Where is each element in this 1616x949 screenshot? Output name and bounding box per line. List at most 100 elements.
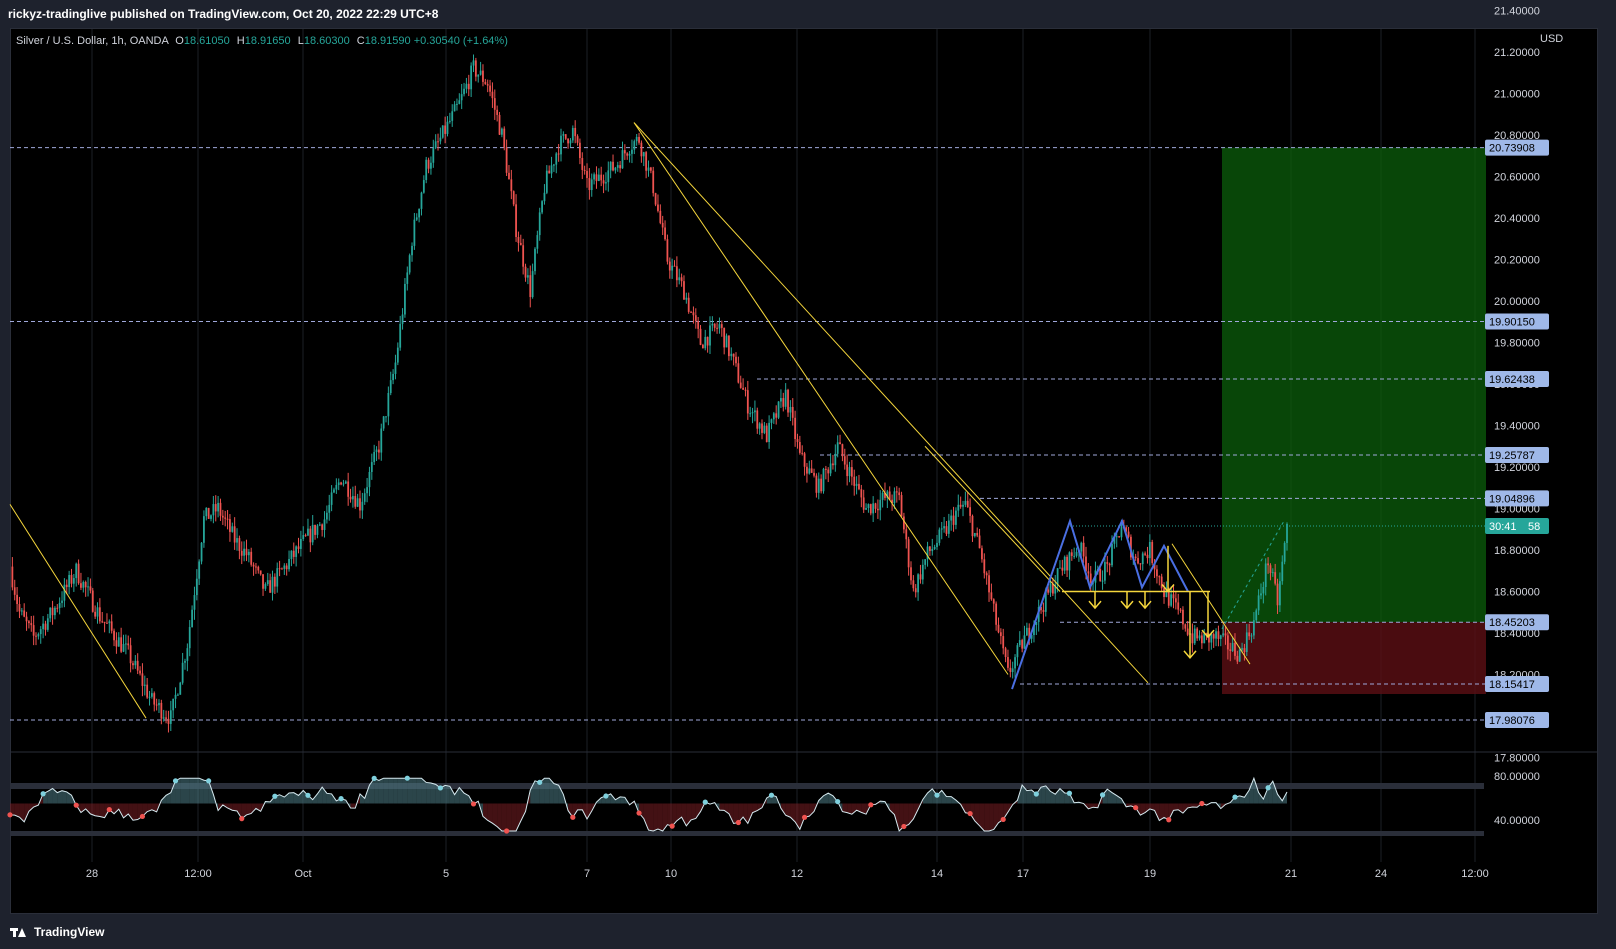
candle-body[interactable] (924, 559, 927, 565)
candle-body[interactable] (98, 607, 101, 622)
candle-body[interactable] (378, 449, 380, 453)
candle-body[interactable] (342, 483, 345, 485)
candle-body[interactable] (193, 595, 196, 610)
candle-body[interactable] (964, 500, 967, 505)
candle-body[interactable] (590, 179, 593, 191)
candle-body[interactable] (1257, 595, 1260, 611)
candle-body[interactable] (219, 502, 222, 516)
candle-body[interactable] (288, 558, 290, 570)
candle-body[interactable] (63, 584, 66, 601)
candle-body[interactable] (614, 167, 617, 171)
candle-body[interactable] (853, 476, 856, 486)
candle-body[interactable] (368, 471, 371, 488)
candle-body[interactable] (772, 413, 775, 420)
candle-body[interactable] (1236, 655, 1239, 662)
candle-body[interactable] (160, 702, 163, 719)
candle-body[interactable] (645, 152, 648, 171)
candle-body[interactable] (574, 127, 577, 137)
candle-body[interactable] (810, 468, 813, 473)
candle-body[interactable] (985, 573, 988, 576)
candle-body[interactable] (931, 548, 934, 552)
candle-body[interactable] (56, 607, 59, 609)
candle-body[interactable] (933, 546, 936, 549)
candle-body[interactable] (113, 630, 115, 641)
candle-body[interactable] (162, 717, 165, 719)
candle-body[interactable] (1241, 648, 1243, 650)
candle-body[interactable] (401, 314, 404, 324)
price-level-tag[interactable] (1485, 139, 1549, 156)
candle-body[interactable] (392, 373, 394, 381)
candle-body[interactable] (787, 389, 789, 413)
candle-body[interactable] (217, 502, 220, 512)
candle-body[interactable] (955, 510, 957, 525)
candle-body[interactable] (874, 503, 877, 509)
candle-body[interactable] (1125, 527, 1128, 532)
candle-body[interactable] (824, 468, 827, 470)
candle-body[interactable] (536, 235, 539, 249)
candle-body[interactable] (737, 363, 740, 383)
candle-body[interactable] (770, 419, 773, 423)
candle-body[interactable] (247, 551, 250, 556)
candle-body[interactable] (543, 192, 546, 202)
candle-body[interactable] (794, 417, 797, 440)
candle-body[interactable] (411, 245, 413, 256)
current-price-tag[interactable] (1485, 517, 1549, 534)
candle-body[interactable] (120, 637, 123, 652)
candle-body[interactable] (720, 324, 723, 328)
candle-body[interactable] (609, 161, 612, 171)
candle-body[interactable] (292, 550, 295, 557)
candle-body[interactable] (257, 566, 260, 571)
candle-body[interactable] (973, 533, 976, 537)
candle-body[interactable] (418, 208, 421, 218)
trend-line[interactable] (924, 445, 1061, 592)
price-level-tag[interactable] (1485, 313, 1549, 330)
candle-body[interactable] (1023, 635, 1026, 649)
candle-body[interactable] (1141, 553, 1144, 565)
candle-body[interactable] (89, 586, 92, 591)
candle-body[interactable] (441, 125, 444, 138)
candle-body[interactable] (1248, 632, 1251, 637)
candle-body[interactable] (1191, 633, 1194, 644)
candle-body[interactable] (262, 574, 264, 589)
candle-body[interactable] (685, 297, 688, 300)
candle-body[interactable] (1172, 594, 1175, 599)
candle-body[interactable] (619, 165, 622, 169)
price-level-tag[interactable] (1485, 370, 1549, 387)
candle-body[interactable] (706, 336, 709, 346)
candle-body[interactable] (406, 272, 409, 284)
candle-body[interactable] (749, 413, 752, 415)
candle-body[interactable] (806, 466, 808, 474)
candle-body[interactable] (971, 515, 974, 537)
candle-body[interactable] (1085, 556, 1087, 572)
candle-body[interactable] (612, 161, 614, 171)
candle-body[interactable] (635, 136, 638, 142)
candle-body[interactable] (80, 583, 82, 588)
candle-body[interactable] (498, 114, 501, 135)
candle-body[interactable] (82, 581, 85, 588)
candle-body[interactable] (307, 528, 309, 536)
candle-body[interactable] (801, 452, 804, 454)
candle-body[interactable] (891, 499, 893, 504)
candle-body[interactable] (356, 498, 359, 507)
candle-body[interactable] (238, 538, 241, 551)
candle-body[interactable] (905, 529, 908, 540)
candle-body[interactable] (1111, 543, 1113, 566)
candle-body[interactable] (491, 91, 494, 99)
candle-body[interactable] (903, 516, 905, 530)
candle-body[interactable] (304, 535, 307, 537)
candle-body[interactable] (1082, 542, 1085, 557)
candle-body[interactable] (768, 422, 771, 443)
candle-body[interactable] (434, 141, 437, 148)
candle-body[interactable] (153, 693, 156, 705)
candle-body[interactable] (65, 584, 68, 588)
candle-body[interactable] (500, 128, 503, 135)
candle-body[interactable] (35, 635, 37, 637)
candle-body[interactable] (470, 65, 473, 90)
candle-body[interactable] (347, 481, 350, 497)
candle-body[interactable] (919, 574, 922, 580)
candle-body[interactable] (711, 323, 714, 326)
candle-body[interactable] (775, 413, 778, 418)
candle-body[interactable] (463, 88, 465, 95)
candle-body[interactable] (179, 682, 182, 695)
candle-body[interactable] (562, 134, 565, 136)
